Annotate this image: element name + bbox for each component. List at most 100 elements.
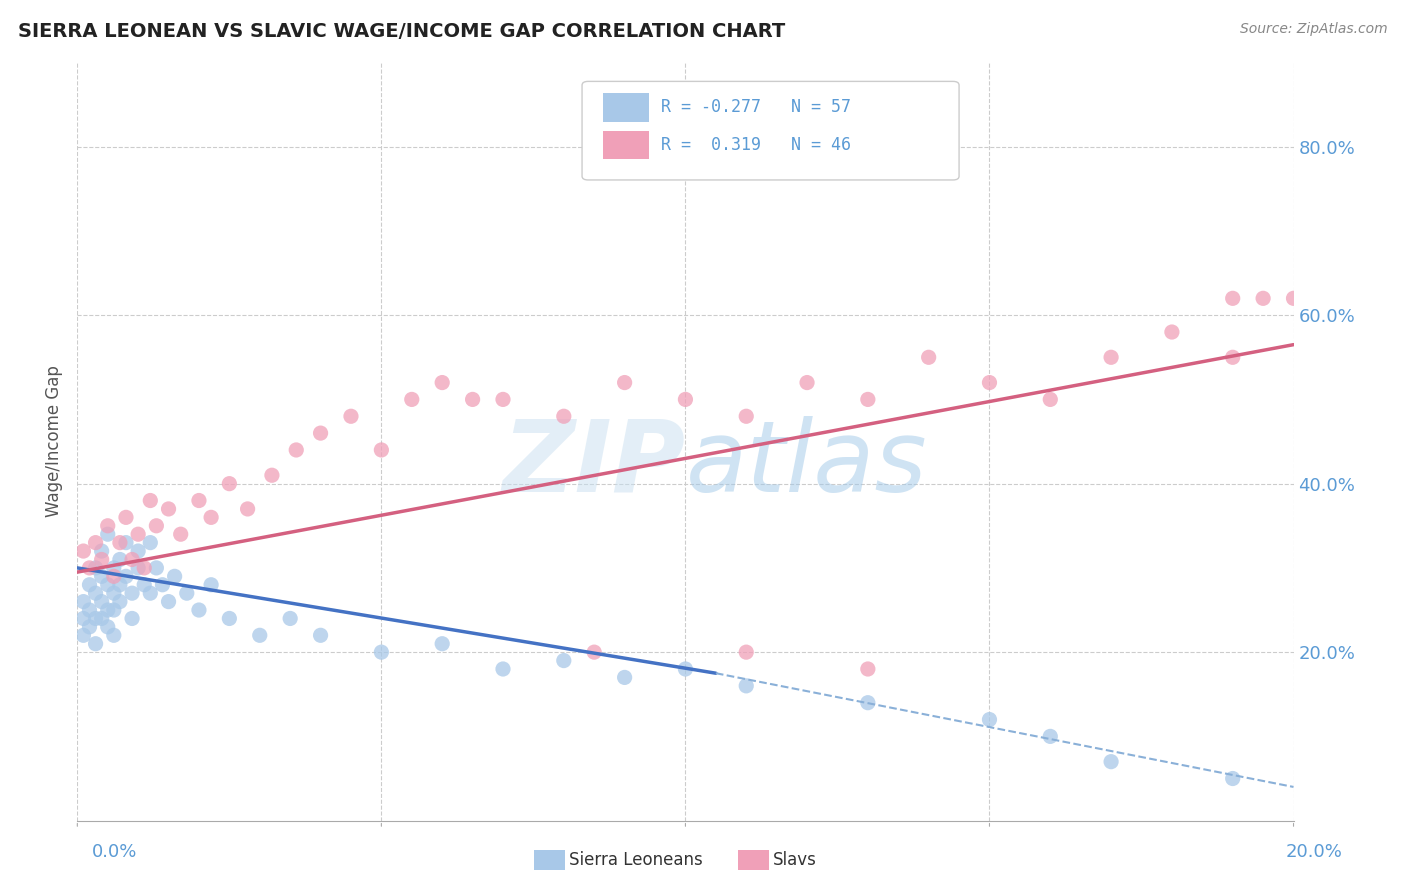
Point (139, 586, 162, 600)
Point (79, 578, 101, 592)
Point (108, 578, 131, 592)
Text: ZIP: ZIP (502, 416, 686, 513)
Point (115, 569, 138, 583)
Point (735, 409, 758, 424)
Point (72, 611, 94, 625)
Point (90, 611, 112, 625)
Point (97, 527, 120, 541)
Point (236, 502, 259, 516)
Point (79, 620, 101, 634)
Text: R = -0.277   N = 57: R = -0.277 N = 57 (661, 98, 851, 116)
Point (1222, 351, 1244, 365)
Point (108, 552, 131, 566)
Point (157, 594, 180, 608)
Point (84, 561, 107, 575)
Point (492, 662, 515, 676)
Point (72, 544, 94, 558)
Point (553, 654, 575, 668)
Point (115, 535, 138, 549)
Point (613, 376, 636, 390)
Point (90, 594, 112, 608)
Point (84, 586, 107, 600)
Point (176, 586, 198, 600)
Point (735, 645, 758, 659)
Point (613, 670, 636, 684)
Point (103, 628, 125, 642)
Point (492, 392, 515, 407)
Point (1099, 755, 1122, 769)
Point (139, 535, 162, 549)
Point (278, 611, 301, 625)
Text: atlas: atlas (686, 416, 927, 513)
FancyBboxPatch shape (582, 81, 959, 180)
Point (121, 552, 143, 566)
Point (200, 578, 222, 592)
Point (72, 628, 94, 642)
Point (90, 569, 112, 583)
Point (127, 527, 149, 541)
FancyBboxPatch shape (603, 130, 650, 160)
Point (218, 611, 240, 625)
Point (1099, 351, 1122, 365)
Point (103, 603, 125, 617)
Point (856, 392, 879, 407)
Point (97, 603, 120, 617)
Point (309, 426, 332, 441)
Text: SIERRA LEONEAN VS SLAVIC WAGE/INCOME GAP CORRELATION CHART: SIERRA LEONEAN VS SLAVIC WAGE/INCOME GAP… (18, 22, 786, 41)
Text: Sierra Leoneans: Sierra Leoneans (569, 851, 703, 869)
Text: R =  0.319   N = 46: R = 0.319 N = 46 (661, 136, 851, 154)
Point (188, 493, 211, 508)
Point (370, 645, 392, 659)
Point (340, 409, 363, 424)
Point (103, 586, 125, 600)
Point (127, 561, 149, 575)
Point (163, 569, 186, 583)
Point (79, 603, 101, 617)
Text: Source: ZipAtlas.com: Source: ZipAtlas.com (1240, 22, 1388, 37)
Point (152, 578, 174, 592)
Text: 0.0%: 0.0% (91, 843, 136, 861)
Point (285, 442, 308, 457)
Point (84, 535, 107, 549)
Point (553, 409, 575, 424)
Point (103, 569, 125, 583)
Point (979, 376, 1001, 390)
Point (1222, 291, 1244, 305)
Point (145, 561, 167, 575)
Point (461, 392, 484, 407)
Point (1222, 772, 1244, 786)
Point (170, 527, 193, 541)
Point (430, 376, 453, 390)
Point (200, 510, 222, 524)
Point (856, 696, 879, 710)
Point (735, 679, 758, 693)
Point (84, 611, 107, 625)
Text: Slavs: Slavs (773, 851, 817, 869)
Point (90, 544, 112, 558)
Point (90, 552, 112, 566)
Point (79, 561, 101, 575)
Point (188, 603, 211, 617)
Point (401, 392, 423, 407)
Point (918, 351, 941, 365)
Point (1282, 291, 1305, 305)
Point (108, 535, 131, 549)
Point (218, 476, 240, 491)
Point (134, 561, 156, 575)
Point (108, 594, 131, 608)
Point (84, 637, 107, 651)
Point (309, 628, 332, 642)
Point (115, 510, 138, 524)
Point (430, 637, 453, 651)
Point (675, 662, 697, 676)
Point (121, 611, 143, 625)
Point (97, 620, 120, 634)
FancyBboxPatch shape (603, 93, 650, 121)
Point (675, 392, 697, 407)
Point (1039, 392, 1062, 407)
Text: 20.0%: 20.0% (1286, 843, 1343, 861)
Point (370, 442, 392, 457)
Point (103, 561, 125, 575)
Point (1251, 291, 1274, 305)
Point (121, 586, 143, 600)
